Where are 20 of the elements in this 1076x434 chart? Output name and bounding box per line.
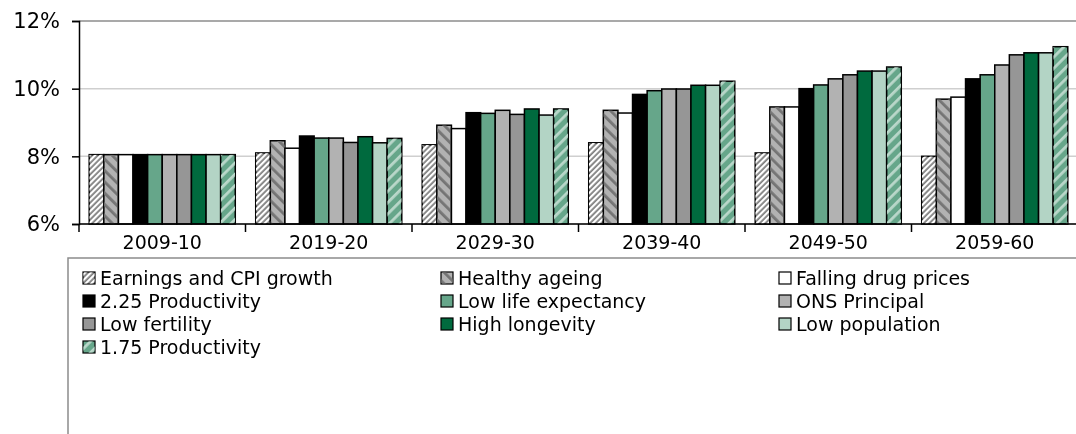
x-tick-label: 2009-10 (122, 231, 202, 253)
x-tick-label: 2029-30 (455, 231, 535, 253)
legend-label: ONS Principal (796, 289, 925, 312)
legend-label: Low fertility (100, 312, 212, 335)
y-tick-label: 12% (13, 9, 60, 34)
legend-label: Falling drug prices (796, 266, 971, 289)
legend-label: Healthy ageing (458, 266, 603, 289)
x-tick-label: 2049-50 (788, 231, 868, 253)
x-tick-label: 2039-40 (622, 231, 702, 253)
legend-label: 2.25 Productivity (100, 289, 261, 312)
legend-label: Earnings and CPI growth (100, 266, 333, 289)
legend-label: High longevity (458, 312, 596, 335)
y-tick-label: 6% (26, 212, 60, 237)
x-tick-label: 2059-60 (955, 231, 1035, 253)
x-tick-label: 2019-20 (289, 231, 369, 253)
legend-label: Low life expectancy (458, 289, 647, 312)
y-tick-label: 10% (13, 76, 60, 101)
y-tick-label: 8% (26, 144, 60, 169)
legend-label: Low population (796, 312, 941, 335)
legend-label: 1.75 Productivity (100, 335, 261, 358)
